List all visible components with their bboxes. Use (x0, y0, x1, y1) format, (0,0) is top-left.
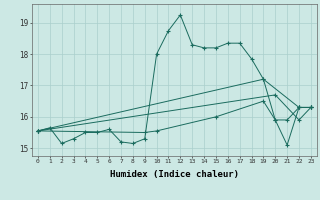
X-axis label: Humidex (Indice chaleur): Humidex (Indice chaleur) (110, 170, 239, 179)
